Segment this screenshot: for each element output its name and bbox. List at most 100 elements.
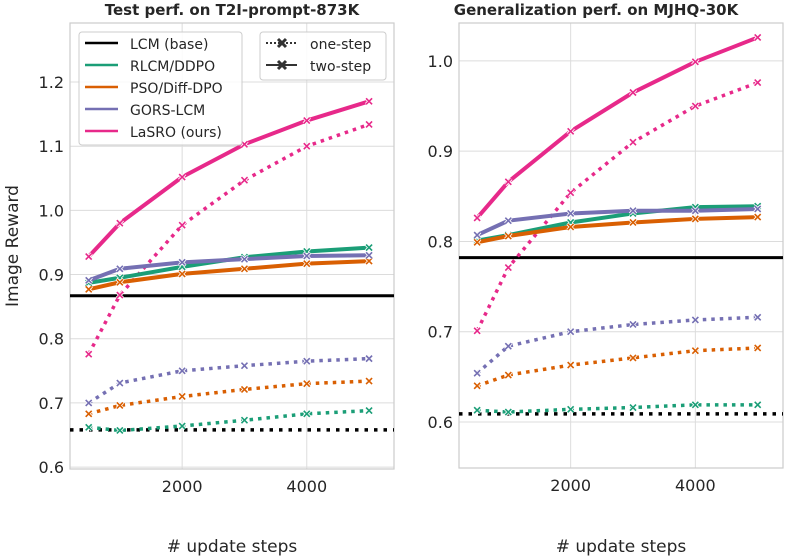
x-axis-label-left: # update steps <box>167 537 298 557</box>
data-point-gors-lcm-one-step-left <box>240 362 249 370</box>
series-line-rlcm-ddpo-two-step-left <box>88 245 370 285</box>
data-point-pso-diff-dpo-two-step-left <box>303 260 311 268</box>
data-point-lasro-ours-two-step-right <box>567 127 575 135</box>
data-point-pso-diff-dpo-two-step-left <box>85 285 93 293</box>
series-line-pso-diff-dpo-two-step-right <box>476 215 758 245</box>
legend-label-one-step: one-step <box>310 37 372 53</box>
plot-frame-left <box>69 22 395 470</box>
data-point-rlcm-ddpo-one-step-left <box>365 407 373 415</box>
data-point-lasro-ours-one-step-right <box>629 138 637 146</box>
legend-label-lasro: LaSRO (ours) <box>130 125 222 141</box>
series-line-gors-lcm-two-step-right <box>476 206 758 237</box>
series-line-pso-diff-dpo-one-step-right <box>476 346 758 388</box>
data-point-gors-lcm-one-step-left <box>365 355 373 363</box>
y-tick-label-left: 0.9 <box>39 266 64 285</box>
data-point-lasro-ours-one-step-left <box>85 350 93 358</box>
data-point-lasro-ours-one-step-right <box>504 264 512 272</box>
x-tick-label-right: 4000 <box>675 476 716 495</box>
data-point-lasro-ours-one-step-left <box>303 142 311 150</box>
data-point-rlcm-ddpo-one-step-right <box>504 408 512 416</box>
data-point-pso-diff-dpo-one-step-right <box>567 361 575 369</box>
series-line-pso-diff-dpo-one-step-left <box>88 379 370 416</box>
data-point-rlcm-ddpo-one-step-left <box>240 416 249 424</box>
series-line-pso-diff-dpo-two-step-left <box>88 259 370 292</box>
data-point-gors-lcm-two-step-left <box>240 255 249 263</box>
legend-swatch-two-step <box>266 59 297 71</box>
data-point-pso-diff-dpo-two-step-right <box>504 232 512 240</box>
data-point-rlcm-ddpo-one-step-left <box>116 426 124 435</box>
data-point-lasro-ours-two-step-left <box>303 116 311 125</box>
data-point-pso-diff-dpo-one-step-left <box>85 410 93 418</box>
legend-label-two-step: two-step <box>310 59 371 75</box>
data-point-lasro-ours-one-step-left <box>116 291 124 299</box>
data-point-lasro-ours-two-step-right <box>629 88 637 97</box>
data-point-lasro-ours-two-step-right <box>504 178 512 186</box>
y-tick-label-left: 1.0 <box>39 201 64 220</box>
data-point-rlcm-ddpo-one-step-left <box>178 422 186 430</box>
y-axis-label-left: Image Reward <box>3 185 23 307</box>
data-point-lasro-ours-one-step-right <box>754 79 762 87</box>
legend-label-rlcm: RLCM/DDPO <box>130 59 215 75</box>
series-line-lasro-ours-one-step-left <box>87 122 370 355</box>
y-tick-label-right: 1.0 <box>428 52 453 71</box>
data-point-rlcm-ddpo-one-step-left <box>303 410 311 418</box>
data-point-lasro-ours-one-step-left <box>365 120 373 128</box>
legend-label-lcm: LCM (base) <box>130 37 208 53</box>
data-point-gors-lcm-one-step-left <box>116 379 124 387</box>
data-point-gors-lcm-one-step-left <box>303 357 311 365</box>
data-point-pso-diff-dpo-two-step-right <box>473 238 481 246</box>
data-point-lasro-ours-two-step-left <box>85 253 93 261</box>
data-point-lasro-ours-two-step-right <box>473 214 481 222</box>
x-tick-label-left: 2000 <box>162 477 203 496</box>
data-point-lasro-ours-two-step-left <box>178 173 186 181</box>
data-point-lasro-ours-one-step-left <box>240 176 249 184</box>
series-line-rlcm-ddpo-one-step-left <box>88 408 370 433</box>
data-point-rlcm-ddpo-one-step-left <box>85 423 93 431</box>
series-line-rlcm-ddpo-one-step-right <box>477 403 758 414</box>
data-point-gors-lcm-two-step-left <box>116 265 124 273</box>
data-point-gors-lcm-two-step-left <box>85 276 93 284</box>
data-point-gors-lcm-two-step-right <box>754 205 762 213</box>
legend-label-gors: GORS-LCM <box>130 103 205 119</box>
series-line-lasro-ours-two-step-left <box>87 99 370 258</box>
legend-swatch-one-step <box>266 37 297 49</box>
data-point-pso-diff-dpo-two-step-left <box>240 265 249 273</box>
x-axis-label-right: # update steps <box>556 537 687 557</box>
legend-label-pso: PSO/Diff-DPO <box>130 81 223 97</box>
data-point-gors-lcm-one-step-left <box>178 367 186 375</box>
data-point-rlcm-ddpo-one-step-right <box>754 401 762 409</box>
data-point-rlcm-ddpo-one-step-right <box>691 401 699 409</box>
y-tick-label-left: 0.8 <box>39 330 64 349</box>
data-point-pso-diff-dpo-one-step-right <box>691 347 699 355</box>
y-tick-label-left: 1.1 <box>39 137 64 156</box>
data-point-gors-lcm-one-step-right <box>504 342 512 350</box>
data-point-pso-diff-dpo-two-step-right <box>629 218 637 227</box>
series-line-gors-lcm-one-step-right <box>475 315 758 375</box>
data-point-lasro-ours-two-step-left <box>116 219 124 227</box>
y-tick-label-right: 0.8 <box>428 232 453 251</box>
legend: LCM (base) RLCM/DDPO PSO/Diff-DPO GORS-L… <box>78 31 387 146</box>
data-point-pso-diff-dpo-one-step-right <box>629 354 637 362</box>
data-point-pso-diff-dpo-one-step-left <box>178 392 186 401</box>
series-line-gors-lcm-two-step-left <box>87 253 370 283</box>
data-point-pso-diff-dpo-one-step-right <box>504 371 512 379</box>
y-tick-label-left: 0.6 <box>39 458 64 477</box>
x-tick-label-right: 2000 <box>550 476 591 495</box>
plot-frame-right <box>458 22 784 469</box>
data-point-lasro-ours-two-step-right <box>754 33 762 42</box>
data-point-gors-lcm-two-step-right <box>473 231 481 239</box>
chart-title-right: Generalization perf. on MJHQ-30K <box>454 1 740 19</box>
data-point-gors-lcm-one-step-right <box>629 320 637 329</box>
data-point-pso-diff-dpo-one-step-left <box>116 401 124 410</box>
data-point-rlcm-ddpo-one-step-right <box>567 405 575 413</box>
data-point-gors-lcm-two-step-right <box>629 207 637 215</box>
data-point-pso-diff-dpo-one-step-right <box>754 344 762 352</box>
data-point-gors-lcm-two-step-right <box>691 207 699 215</box>
data-point-pso-diff-dpo-two-step-right <box>691 215 699 223</box>
data-point-rlcm-ddpo-one-step-right <box>629 403 637 412</box>
data-point-gors-lcm-two-step-left <box>178 258 186 266</box>
data-point-gors-lcm-one-step-left <box>85 399 93 407</box>
data-point-lasro-ours-one-step-left <box>178 221 186 229</box>
data-point-rlcm-ddpo-one-step-right <box>473 406 481 414</box>
